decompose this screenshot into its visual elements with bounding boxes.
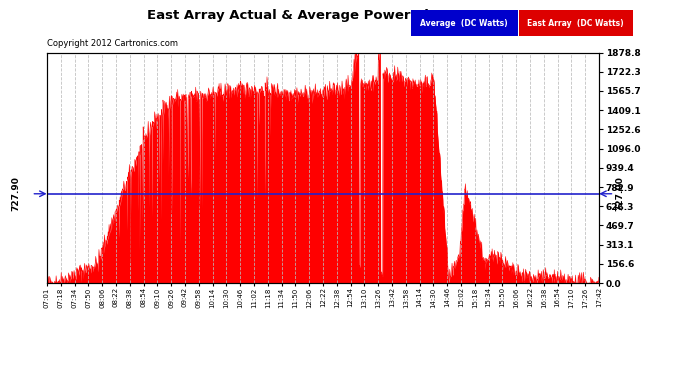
Text: East Array  (DC Watts): East Array (DC Watts) (527, 19, 624, 28)
Text: 727.90: 727.90 (615, 176, 624, 211)
Text: Average  (DC Watts): Average (DC Watts) (420, 19, 508, 28)
Text: 727.90: 727.90 (11, 176, 21, 211)
Text: Copyright 2012 Cartronics.com: Copyright 2012 Cartronics.com (47, 39, 178, 48)
Text: East Array Actual & Average Power Thu Oct 11 17:56: East Array Actual & Average Power Thu Oc… (147, 9, 543, 22)
